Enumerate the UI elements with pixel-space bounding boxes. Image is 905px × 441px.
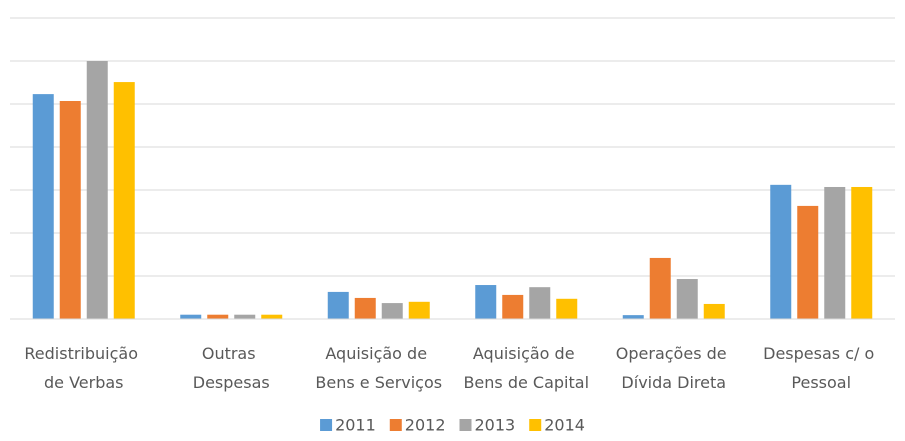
bar <box>556 298 578 319</box>
x-tick-label: Operações de Dívida Direta <box>616 344 732 392</box>
bar <box>113 82 135 319</box>
legend-label: 2013 <box>475 416 516 435</box>
bar <box>234 314 256 319</box>
bar <box>676 279 698 319</box>
bar <box>261 314 283 319</box>
x-tick-label: Redistribuição de Verbas <box>24 344 143 392</box>
x-tick-label: Outras Despesas <box>193 344 270 392</box>
legend: 2011 2012 2013 2014 <box>320 416 585 435</box>
bar <box>703 303 725 319</box>
bar <box>59 100 81 320</box>
legend-label: 2012 <box>405 416 446 435</box>
legend-label: 2014 <box>544 416 585 435</box>
bar <box>207 314 229 319</box>
x-tick-label: Despesas c/ o Pessoal <box>763 344 879 392</box>
bar <box>851 186 873 319</box>
bar <box>180 314 202 319</box>
bar <box>797 205 819 319</box>
x-tick-label: Aquisição de Bens e Serviços <box>315 344 442 392</box>
bar <box>327 291 349 319</box>
bar <box>354 297 376 319</box>
bar <box>824 186 846 319</box>
x-tick-label: Aquisição de Bens de Capital <box>463 344 589 392</box>
bar <box>529 287 551 319</box>
bar <box>770 184 792 319</box>
bar <box>475 285 497 319</box>
bar <box>649 257 671 319</box>
legend-swatch <box>389 419 402 431</box>
bar <box>622 315 644 319</box>
bar <box>32 94 54 319</box>
bar <box>408 301 430 319</box>
bar <box>86 61 108 319</box>
bar <box>502 294 524 319</box>
legend-swatch <box>459 419 472 431</box>
legend-swatch <box>320 419 333 431</box>
bar <box>381 303 403 319</box>
legend-label: 2011 <box>335 416 376 435</box>
legend-swatch <box>529 419 542 431</box>
